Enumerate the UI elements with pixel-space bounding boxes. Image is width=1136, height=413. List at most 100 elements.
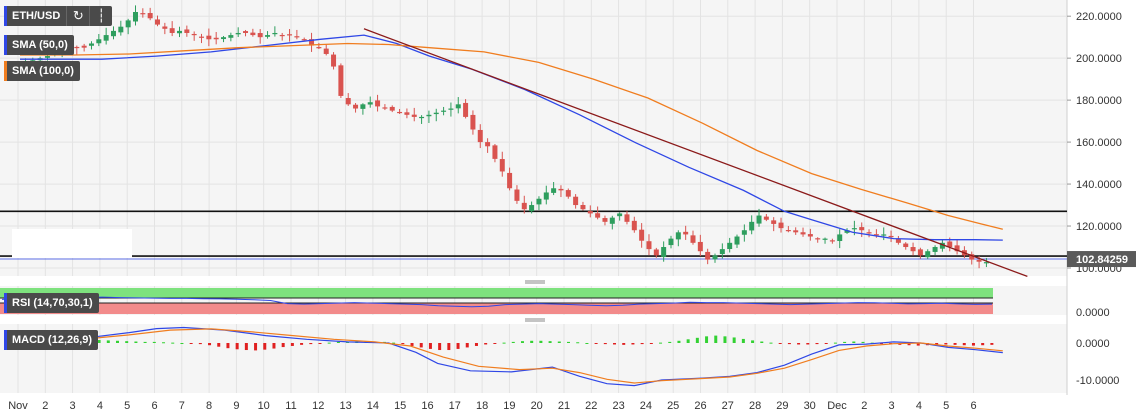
candle-body <box>477 129 483 143</box>
candle-body <box>712 255 718 260</box>
y-tick-label: 120.0000 <box>1076 221 1122 233</box>
rsi-legend[interactable]: RSI (14,70,30,1) <box>4 293 99 313</box>
macd-histogram-bar <box>254 343 258 351</box>
blank-overlay-box <box>12 229 132 258</box>
candle-body <box>734 236 740 245</box>
x-tick-label: 21 <box>558 400 570 412</box>
x-tick-label: 5 <box>943 400 949 412</box>
x-tick-label: 10 <box>258 400 270 412</box>
symbol-header[interactable]: ETH/USD ↻ ┆ <box>4 6 113 26</box>
macd-histogram-bar <box>843 341 847 343</box>
candle-body <box>125 20 131 28</box>
candle-body <box>859 227 865 231</box>
x-tick-label: 25 <box>667 400 679 412</box>
macd-histogram-bar <box>594 343 598 344</box>
candle-body <box>272 32 278 35</box>
candle-body <box>397 111 403 114</box>
price-tag-label: 102.84259 <box>1076 254 1128 266</box>
macd-histogram-bar <box>557 341 561 343</box>
ruler-icon[interactable]: ┆ <box>89 6 112 26</box>
macd-histogram-bar <box>935 343 939 345</box>
candle-body <box>345 98 351 105</box>
macd-histogram-bar <box>741 338 745 343</box>
candle-body <box>551 188 557 193</box>
candle-body <box>470 114 476 130</box>
candle-body <box>646 241 652 250</box>
macd-histogram-bar <box>861 341 865 343</box>
macd-histogram-bar <box>990 343 994 345</box>
candle-body <box>822 238 828 240</box>
macd-histogram-bar <box>447 343 451 351</box>
candle-body <box>360 104 366 109</box>
candle-body <box>184 29 190 33</box>
x-tick-label: 15 <box>394 400 406 412</box>
candle-body <box>323 48 329 54</box>
candle-body <box>705 251 711 260</box>
candle-body <box>543 192 549 200</box>
candle-body <box>661 247 667 257</box>
macd-histogram-bar <box>474 343 478 346</box>
macd-histogram-bar <box>787 343 791 345</box>
candle-body <box>81 45 87 48</box>
candle-body <box>932 247 938 252</box>
macd-histogram-bar <box>797 343 801 345</box>
macd-y-tick-label: 0.0000 <box>1076 338 1110 350</box>
macd-histogram-bar <box>263 343 267 350</box>
candle-body <box>653 249 659 256</box>
candle-body <box>463 102 469 117</box>
x-tick-label: 20 <box>531 400 543 412</box>
x-tick-label: 9 <box>233 400 239 412</box>
candle-body <box>683 231 689 235</box>
candle-body <box>793 230 799 233</box>
macd-histogram-bar <box>484 343 488 345</box>
sma-50-legend[interactable]: SMA (50,0) <box>4 35 74 55</box>
refresh-icon[interactable]: ↻ <box>66 6 89 26</box>
candle-body <box>110 30 116 37</box>
macd-histogram-bar <box>327 342 331 344</box>
candle-body <box>235 32 241 35</box>
candle-body <box>309 39 315 46</box>
y-tick-label: 220.0000 <box>1076 11 1122 23</box>
x-tick-label: 4 <box>97 400 103 412</box>
candle-body <box>675 232 681 240</box>
x-tick-label: 24 <box>640 400 652 412</box>
candle-body <box>873 234 879 236</box>
candle-body <box>206 35 212 40</box>
macd-histogram-bar <box>539 340 543 343</box>
candle-body <box>103 35 109 41</box>
macd-histogram-bar <box>143 341 147 343</box>
macd-histogram-bar <box>180 343 184 344</box>
candle-body <box>785 230 791 232</box>
candle-body <box>983 262 989 264</box>
macd-histogram-bar <box>631 343 635 345</box>
macd-histogram-bar <box>336 341 340 343</box>
macd-histogram-bar <box>456 343 460 349</box>
macd-histogram-bar <box>677 340 681 343</box>
price-tag-bg <box>1067 251 1136 268</box>
candle-body <box>631 220 637 231</box>
x-tick-label: 2 <box>861 400 867 412</box>
candle-body <box>602 218 608 222</box>
macd-histogram-bar <box>97 340 101 343</box>
candle-body <box>162 26 168 29</box>
macd-histogram-bar <box>751 340 755 343</box>
macd-histogram-bar <box>760 341 764 343</box>
macd-histogram-bar <box>769 342 773 344</box>
x-tick-label: 28 <box>749 400 761 412</box>
candle-body <box>771 220 777 224</box>
sma-100-legend[interactable]: SMA (100,0) <box>4 61 80 81</box>
candle-body <box>910 247 916 252</box>
candle-body <box>815 238 821 240</box>
rsi-label: RSI (14,70,30,1) <box>12 297 93 309</box>
candle-body <box>668 238 674 246</box>
candle-body <box>191 33 197 36</box>
y-tick-label: 140.0000 <box>1076 179 1122 191</box>
rsi-color-bar <box>4 293 7 313</box>
symbol-color-bar <box>4 6 7 26</box>
macd-histogram-bar <box>217 343 221 347</box>
macd-legend[interactable]: MACD (12,26,9) <box>4 330 99 350</box>
macd-histogram-bar <box>290 343 294 346</box>
macd-histogram-bar <box>659 342 663 344</box>
